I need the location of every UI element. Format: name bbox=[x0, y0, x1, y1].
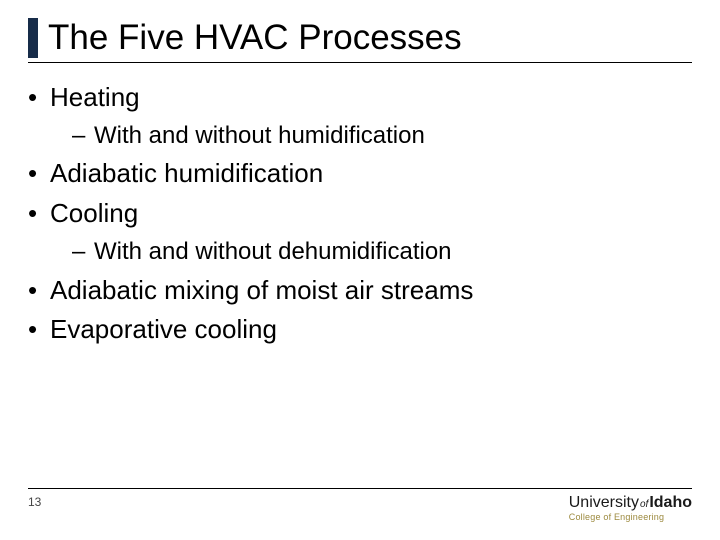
slide-title: The Five HVAC Processes bbox=[48, 18, 462, 58]
logo-main: UniversityofIdaho bbox=[569, 495, 692, 511]
subbullet-cooling-dehumid: With and without dehumidification bbox=[28, 235, 692, 270]
bullet-list: Heating With and without humidification … bbox=[28, 79, 692, 349]
logo-idaho: Idaho bbox=[649, 494, 692, 511]
logo: UniversityofIdaho College of Engineering bbox=[569, 495, 692, 522]
footer-rule bbox=[28, 488, 692, 489]
subbullet-heating-humid: With and without humidification bbox=[28, 119, 692, 154]
logo-college: College of Engineering bbox=[569, 513, 692, 522]
bullet-cooling: Cooling bbox=[28, 195, 692, 233]
footer-row: 13 UniversityofIdaho College of Engineer… bbox=[28, 495, 692, 522]
logo-of: of bbox=[640, 499, 648, 510]
footer: 13 UniversityofIdaho College of Engineer… bbox=[0, 488, 720, 522]
bullet-evaporative: Evaporative cooling bbox=[28, 311, 692, 349]
page-number: 13 bbox=[28, 495, 41, 509]
bullet-adiabatic-humid: Adiabatic humidification bbox=[28, 155, 692, 193]
title-block: The Five HVAC Processes bbox=[28, 18, 692, 58]
logo-university: University bbox=[569, 494, 639, 511]
title-underline bbox=[28, 62, 692, 63]
bullet-adiabatic-mixing: Adiabatic mixing of moist air streams bbox=[28, 272, 692, 310]
title-accent-bar bbox=[28, 18, 38, 58]
slide: The Five HVAC Processes Heating With and… bbox=[0, 0, 720, 540]
bullet-heating: Heating bbox=[28, 79, 692, 117]
content-area: Heating With and without humidification … bbox=[28, 79, 692, 349]
